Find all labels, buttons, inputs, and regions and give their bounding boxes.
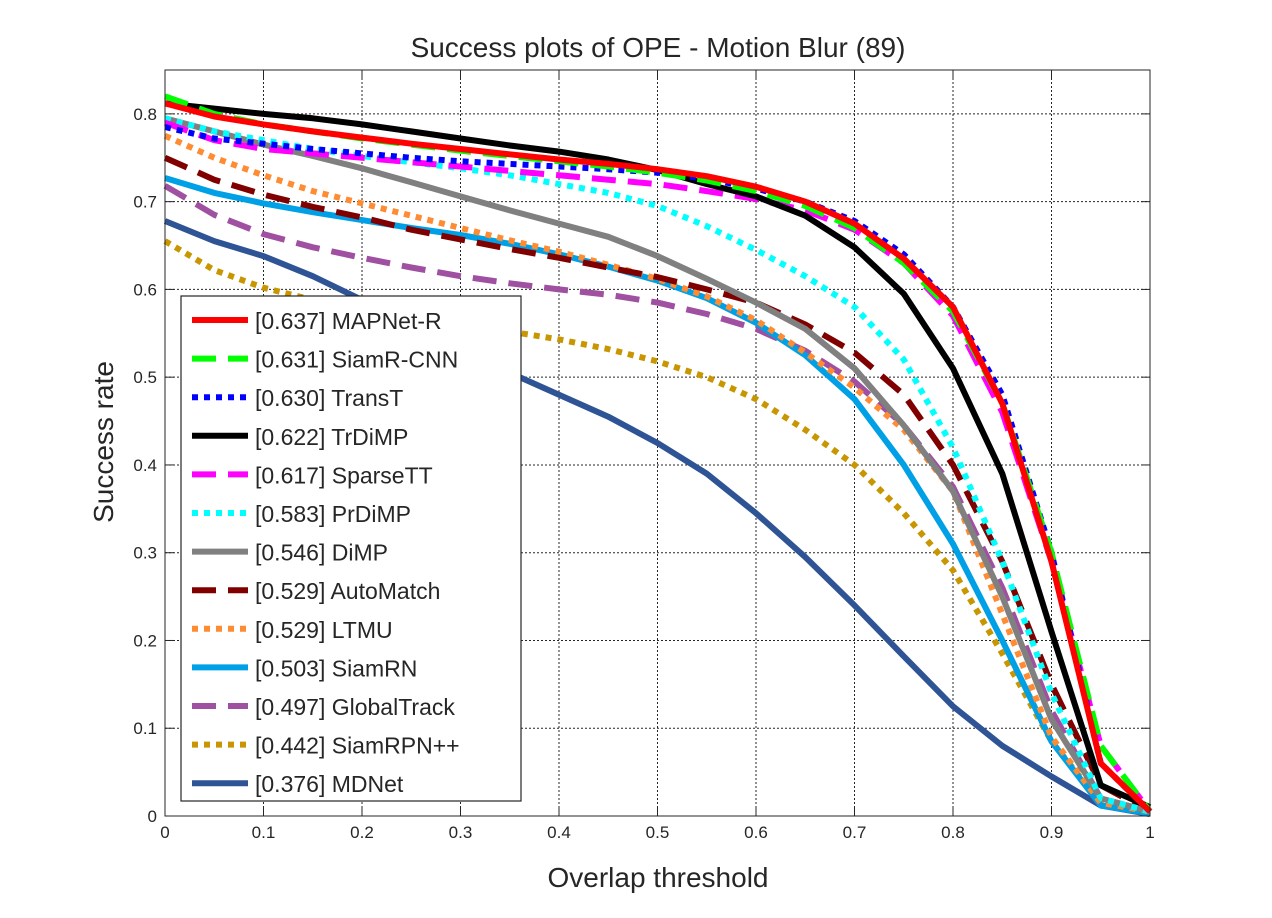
legend-label-mdnet: [0.376] MDNet: [255, 771, 404, 797]
y-tick-label: 0.1: [133, 719, 157, 738]
legend-label-automatch: [0.529] AutoMatch: [255, 578, 440, 604]
series-lines: [163, 93, 1153, 818]
x-tick-label: 0.1: [252, 823, 276, 842]
y-tick-label: 0.7: [133, 193, 157, 212]
y-tick-label: 0.8: [133, 105, 157, 124]
series-line-transt: [164, 124, 1153, 814]
x-tick-label: 0.2: [350, 823, 374, 842]
y-tick-label: 0.2: [133, 631, 157, 650]
series-line-globaltrack: [163, 183, 1151, 815]
legend-label-trdimp: [0.622] TrDiMP: [255, 424, 408, 450]
legend-label-siamrn: [0.503] SiamRN: [255, 655, 417, 681]
legend-label-globaltrack: [0.497] GlobalTrack: [255, 694, 455, 720]
x-axis-label: Overlap threshold: [547, 862, 768, 893]
legend-label-ltmu: [0.529] LTMU: [255, 617, 393, 643]
x-tick-label: 0.3: [449, 823, 473, 842]
series-line-dimp: [164, 115, 1151, 815]
legend-box: [180, 295, 522, 802]
x-tick-label: 0.4: [547, 823, 571, 842]
legend: [0.637] MAPNet-R [0.631] SiamR-CNN [0.630]…: [180, 295, 522, 802]
legend-label-sparsett: [0.617] SparseTT: [255, 462, 433, 488]
x-tick-label: 0.7: [843, 823, 867, 842]
series-line-automatch: [163, 155, 1152, 815]
x-tick-label: 0.6: [744, 823, 768, 842]
x-tick-label: 0: [160, 823, 169, 842]
legend-label-siamr-cnn: [0.631] SiamR-CNN: [255, 347, 458, 373]
legend-label-mapnet-r: [0.637] MAPNet-R: [255, 308, 442, 334]
x-tick-label: 0.5: [646, 823, 670, 842]
series-line-sparsett: [163, 119, 1153, 814]
x-tick-label: 1: [1145, 823, 1154, 842]
legend-label-siamrpn: [0.442] SiamRPN++: [255, 733, 460, 759]
y-tick-label: 0.3: [133, 544, 157, 563]
x-tick-label: 0.8: [941, 823, 965, 842]
y-axis-label: Success rate: [88, 361, 119, 523]
chart-title: Success plots of OPE - Motion Blur (89): [411, 32, 906, 63]
y-tick-label: 0.4: [133, 456, 157, 475]
legend-label-dimp: [0.546] DiMP: [255, 540, 388, 566]
x-tick-label: 0.9: [1040, 823, 1064, 842]
series-line-mapnet-r: [164, 100, 1153, 814]
series-line-siamrn: [164, 175, 1151, 817]
legend-label-transt: [0.630] TransT: [255, 385, 403, 411]
legend-entries: [0.637] MAPNet-R [0.631] SiamR-CNN [0.630]…: [192, 308, 460, 797]
y-tick-label: 0: [148, 807, 157, 826]
legend-label-prdimp: [0.583] PrDiMP: [255, 501, 411, 527]
y-tick-label: 0.5: [133, 368, 157, 387]
axis-ticks: 0 0.1 0.2 0.3 0.4 0.5 0.6 0.7 0.8 0.9 1 0 0.1 0.2 0.3 0…: [133, 70, 1155, 842]
series-line-mdnet: [163, 218, 1151, 818]
y-tick-label: 0.6: [133, 280, 157, 299]
